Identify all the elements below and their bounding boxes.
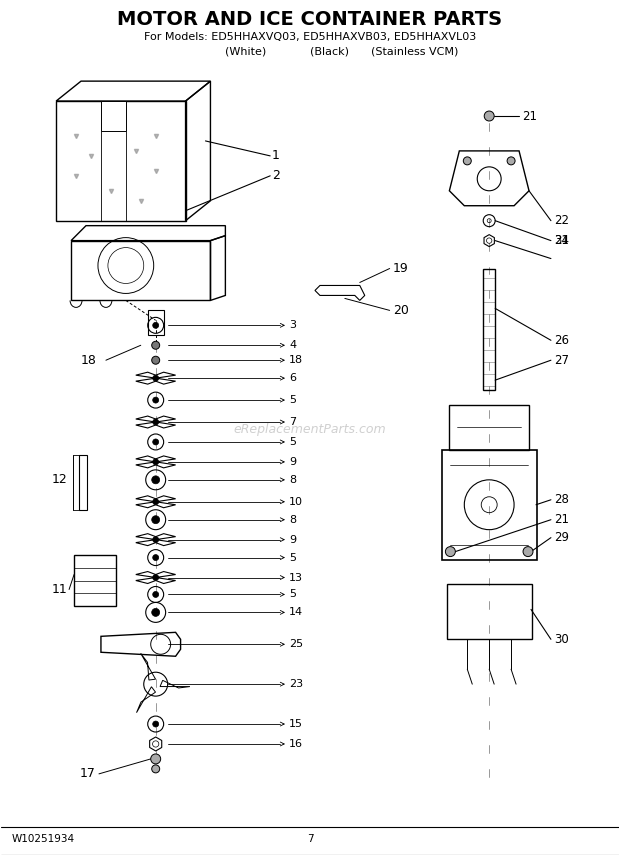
Circle shape [151, 754, 161, 764]
Text: 24: 24 [554, 234, 569, 247]
Text: 13: 13 [289, 573, 303, 583]
Bar [443, 450, 537, 560]
Text: 7: 7 [307, 834, 313, 844]
Text: 29: 29 [554, 531, 569, 544]
Text: 11: 11 [51, 583, 67, 596]
Text: 21: 21 [522, 110, 537, 122]
Text: 20: 20 [392, 304, 409, 317]
Text: 19: 19 [392, 262, 409, 275]
Text: MOTOR AND ICE CONTAINER PARTS: MOTOR AND ICE CONTAINER PARTS [117, 9, 503, 29]
Bar [448, 585, 532, 639]
Text: 3: 3 [289, 320, 296, 330]
Text: 16: 16 [289, 739, 303, 749]
Circle shape [152, 476, 160, 484]
Circle shape [152, 356, 160, 364]
Text: 22: 22 [554, 214, 569, 227]
Text: 5: 5 [289, 590, 296, 599]
Circle shape [153, 439, 159, 445]
Bar [74, 555, 116, 606]
Circle shape [507, 157, 515, 165]
Circle shape [445, 547, 455, 556]
Circle shape [152, 342, 160, 349]
Text: 31: 31 [554, 234, 569, 247]
Circle shape [523, 547, 533, 556]
Bar [79, 455, 87, 509]
Text: 25: 25 [289, 639, 303, 650]
Text: W10251934: W10251934 [11, 834, 74, 844]
Text: 2: 2 [272, 169, 280, 182]
Circle shape [153, 555, 159, 561]
Text: 7: 7 [289, 417, 296, 427]
Polygon shape [101, 101, 126, 131]
Text: eReplacementParts.com: eReplacementParts.com [234, 424, 386, 437]
Circle shape [153, 323, 159, 329]
Circle shape [152, 515, 160, 524]
Text: 5: 5 [289, 437, 296, 447]
Text: 18: 18 [289, 355, 303, 366]
Text: 12: 12 [51, 473, 67, 486]
Text: 30: 30 [554, 633, 569, 645]
Text: For Models: ED5HHAXVQ03, ED5HHAXVB03, ED5HHAXVL03: For Models: ED5HHAXVQ03, ED5HHAXVB03, ED… [144, 33, 476, 42]
Bar [148, 311, 164, 336]
Text: 8: 8 [289, 514, 296, 525]
Text: 10: 10 [289, 496, 303, 507]
Text: 9: 9 [289, 535, 296, 544]
Text: 1: 1 [272, 150, 280, 163]
Text: 8: 8 [289, 475, 296, 484]
Text: (Black): (Black) [311, 46, 350, 56]
Text: 9: 9 [289, 457, 296, 467]
Text: 5: 5 [289, 395, 296, 405]
Circle shape [484, 111, 494, 121]
Text: 18: 18 [81, 354, 97, 366]
Bar [483, 269, 495, 390]
Text: 27: 27 [554, 354, 569, 366]
Text: 17: 17 [80, 767, 96, 781]
Text: 6: 6 [289, 373, 296, 383]
Circle shape [153, 721, 159, 727]
Bar [450, 405, 529, 450]
Circle shape [153, 375, 159, 381]
Circle shape [153, 419, 159, 425]
Text: (Stainless VCM): (Stainless VCM) [371, 46, 458, 56]
Text: 21: 21 [554, 514, 569, 526]
Circle shape [153, 591, 159, 597]
Circle shape [153, 537, 159, 543]
Circle shape [152, 609, 160, 616]
Text: (White): (White) [224, 46, 266, 56]
Circle shape [152, 765, 160, 773]
Text: 28: 28 [554, 493, 569, 506]
Circle shape [153, 459, 159, 465]
Circle shape [153, 397, 159, 403]
Text: 14: 14 [289, 608, 303, 617]
Circle shape [153, 574, 159, 580]
Text: 15: 15 [289, 719, 303, 729]
Text: 26: 26 [554, 334, 569, 347]
Text: 5: 5 [289, 553, 296, 562]
Text: 23: 23 [289, 679, 303, 689]
Circle shape [153, 499, 159, 505]
Text: 4: 4 [289, 341, 296, 350]
Circle shape [463, 157, 471, 165]
